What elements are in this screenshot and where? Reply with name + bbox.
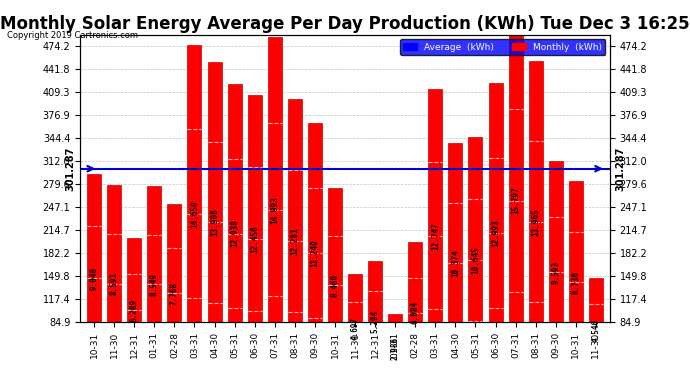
Bar bbox=[228, 84, 242, 375]
Text: 4.546: 4.546 bbox=[591, 319, 600, 342]
Text: 9.593: 9.593 bbox=[551, 261, 560, 284]
Bar bbox=[127, 238, 141, 375]
Bar bbox=[509, 18, 522, 375]
Bar bbox=[368, 261, 382, 375]
Text: 301.287: 301.287 bbox=[615, 147, 625, 191]
Legend: Average  (kWh), Monthly  (kWh): Average (kWh), Monthly (kWh) bbox=[400, 39, 605, 55]
Bar bbox=[348, 274, 362, 375]
Bar bbox=[107, 184, 121, 375]
Text: 10.374: 10.374 bbox=[451, 249, 460, 277]
Text: 13.965: 13.965 bbox=[531, 208, 540, 236]
Bar bbox=[428, 88, 442, 375]
Bar bbox=[549, 161, 563, 375]
Bar bbox=[147, 186, 161, 375]
Bar bbox=[168, 204, 181, 375]
Text: 14.650: 14.650 bbox=[190, 200, 199, 228]
Bar bbox=[569, 182, 583, 375]
Bar bbox=[188, 45, 201, 375]
Bar bbox=[328, 188, 342, 375]
Bar bbox=[589, 278, 603, 375]
Text: 10.645: 10.645 bbox=[471, 246, 480, 274]
Text: 12.281: 12.281 bbox=[290, 227, 299, 255]
Text: Copyright 2019 Cartronics.com: Copyright 2019 Cartronics.com bbox=[7, 30, 138, 39]
Text: 9.048: 9.048 bbox=[90, 267, 99, 290]
Text: 8.460: 8.460 bbox=[331, 274, 339, 297]
Bar bbox=[308, 123, 322, 375]
Bar bbox=[529, 60, 543, 375]
Text: 8.591: 8.591 bbox=[110, 272, 119, 295]
Text: 15.797: 15.797 bbox=[511, 187, 520, 214]
Bar bbox=[87, 174, 101, 375]
Text: 301.287: 301.287 bbox=[65, 147, 75, 191]
Text: 6.289: 6.289 bbox=[130, 299, 139, 322]
Title: Monthly Solar Energy Average Per Day Production (KWh) Tue Dec 3 16:25: Monthly Solar Energy Average Per Day Pro… bbox=[0, 15, 690, 33]
Text: 8.549: 8.549 bbox=[150, 273, 159, 296]
Text: 4.697: 4.697 bbox=[351, 317, 359, 340]
Text: 12.993: 12.993 bbox=[491, 219, 500, 247]
Bar bbox=[469, 137, 482, 375]
Bar bbox=[388, 314, 402, 375]
Text: 12.747: 12.747 bbox=[431, 222, 440, 250]
Text: 13.908: 13.908 bbox=[210, 209, 219, 236]
Text: 6.084: 6.084 bbox=[411, 301, 420, 324]
Bar bbox=[268, 37, 282, 375]
Bar bbox=[248, 95, 262, 375]
Bar bbox=[208, 62, 221, 375]
Bar bbox=[288, 99, 302, 375]
Text: 2.986: 2.986 bbox=[391, 337, 400, 360]
Text: 12.456: 12.456 bbox=[250, 225, 259, 253]
Text: 7.768: 7.768 bbox=[170, 282, 179, 305]
Text: 14.993: 14.993 bbox=[270, 196, 279, 224]
Text: 8.730: 8.730 bbox=[571, 270, 580, 294]
Bar bbox=[448, 143, 462, 375]
Text: 11.240: 11.240 bbox=[310, 239, 319, 267]
Bar bbox=[408, 242, 422, 375]
Text: 5.294: 5.294 bbox=[371, 310, 380, 333]
Bar bbox=[489, 83, 502, 375]
Text: 12.938: 12.938 bbox=[230, 220, 239, 248]
